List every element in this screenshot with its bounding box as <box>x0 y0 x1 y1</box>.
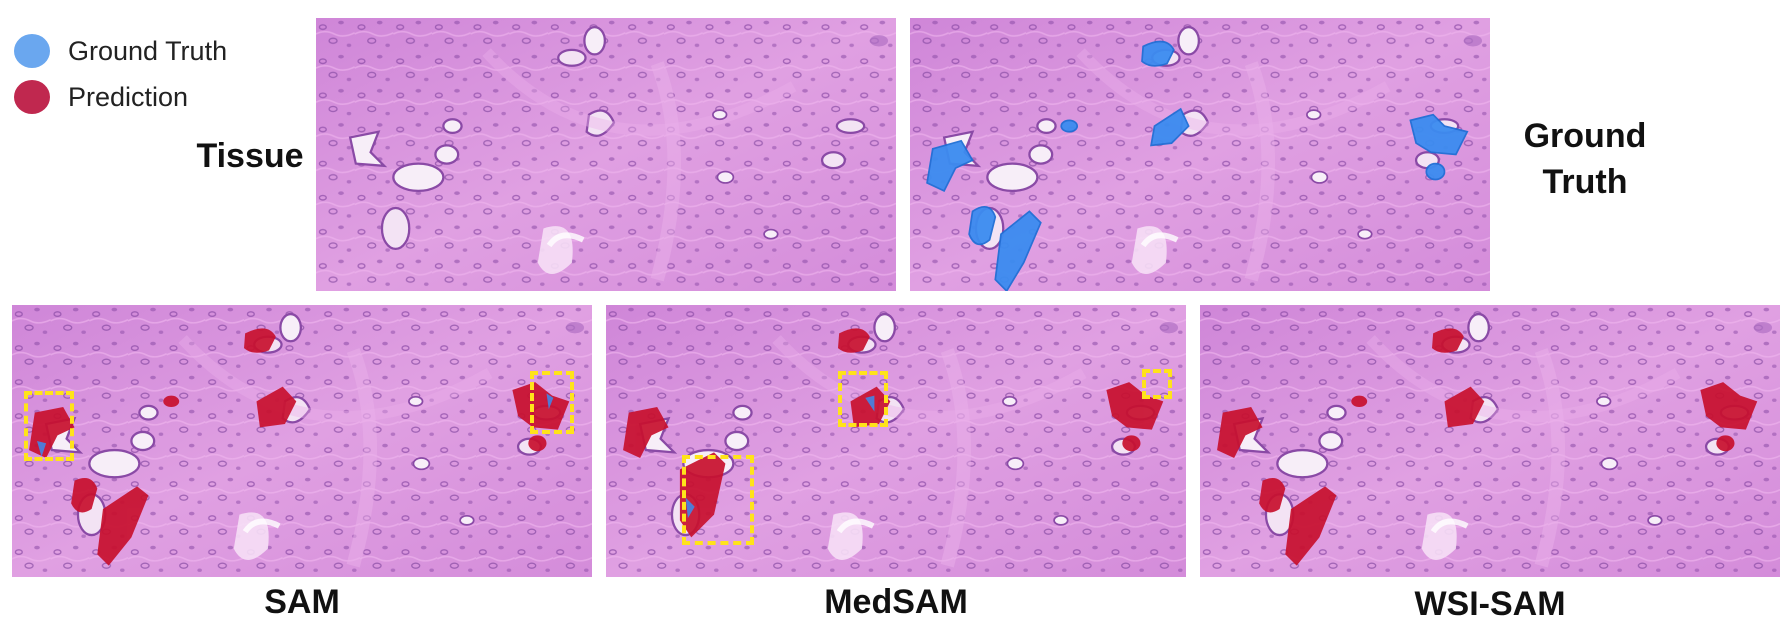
tissue-label: Tissue <box>196 137 304 175</box>
ground-truth-label-line2: Truth <box>1542 163 1628 201</box>
wsisam-caption: WSI-SAM <box>1414 585 1566 623</box>
medsam-prediction-masks <box>623 328 1164 538</box>
tissue-image <box>316 18 896 291</box>
prediction-swatch <box>14 80 50 114</box>
ground-truth-masks <box>926 40 1469 291</box>
medsam-highlight-box-left <box>682 455 754 545</box>
ground-truth-swatch <box>14 34 50 68</box>
sam-ground-truth-overlap <box>37 393 554 457</box>
medsam-ground-truth-overlap <box>685 395 875 519</box>
sam-highlight-box-right <box>530 371 574 434</box>
wsisam-prediction-image <box>1200 305 1780 577</box>
medsam-highlight-box-right <box>1142 369 1172 399</box>
sam-highlight-box-left <box>24 391 74 461</box>
legend-label: Prediction <box>68 81 189 112</box>
sam-caption: SAM <box>264 583 340 621</box>
legend-label: Ground Truth <box>68 35 228 66</box>
ground-truth-image <box>910 18 1490 291</box>
ground-truth-label-line1: Ground <box>1523 117 1647 155</box>
ground-truth-label: Ground Truth <box>1490 113 1680 205</box>
legend-item-prediction: Prediction <box>14 74 227 120</box>
wsisam-prediction-masks <box>1217 328 1758 566</box>
sam-prediction-image <box>12 305 592 577</box>
medsam-highlight-box-middle <box>838 371 888 427</box>
medsam-caption: MedSAM <box>824 583 968 621</box>
legend-item-ground-truth: Ground Truth <box>14 28 227 74</box>
medsam-prediction-image <box>606 305 1186 577</box>
legend: Ground Truth Prediction <box>14 28 227 120</box>
